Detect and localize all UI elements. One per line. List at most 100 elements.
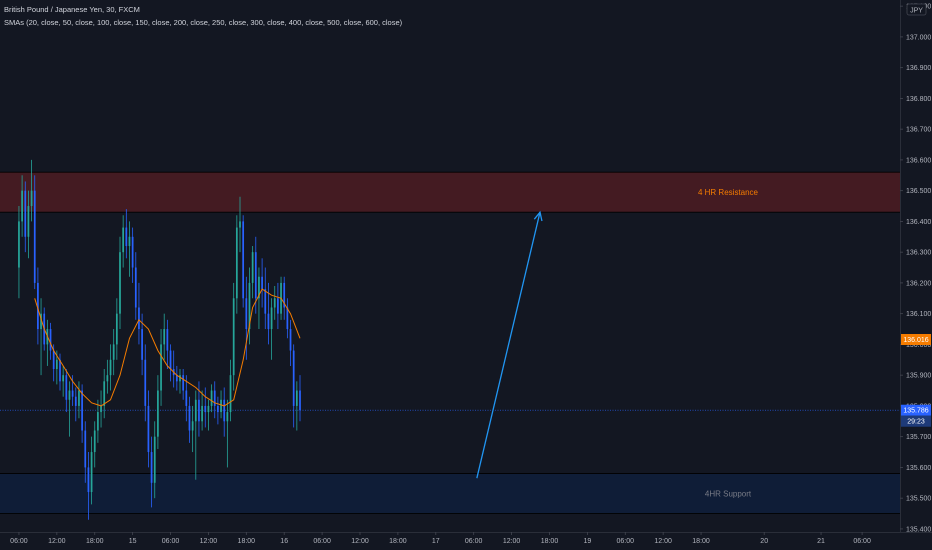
time-tick-label: 06:00 bbox=[616, 538, 634, 545]
candle-body bbox=[33, 190, 36, 283]
candle bbox=[248, 267, 251, 345]
time-tick-label: 16 bbox=[280, 538, 288, 545]
sma-legend[interactable]: SMAs (20, close, 50, close, 100, close, … bbox=[4, 18, 403, 27]
time-tick-label: 21 bbox=[817, 538, 825, 545]
candle bbox=[68, 381, 71, 437]
candle bbox=[277, 282, 279, 330]
candle-body bbox=[245, 298, 248, 330]
candle-body bbox=[194, 399, 197, 422]
candle bbox=[141, 313, 143, 376]
candle bbox=[33, 175, 36, 290]
candle bbox=[59, 353, 61, 391]
candle-body bbox=[18, 221, 20, 268]
candle bbox=[122, 215, 125, 268]
candle bbox=[97, 399, 99, 443]
price-tick-label: 135.400 bbox=[906, 526, 931, 533]
candle bbox=[93, 421, 96, 468]
candle bbox=[242, 215, 245, 308]
arrow-layer[interactable] bbox=[476, 210, 543, 479]
candle-body bbox=[295, 390, 298, 406]
time-tick-label: 12:00 bbox=[200, 538, 218, 545]
current-price-badge-label: 135.786 bbox=[903, 408, 928, 415]
price-tick-label: 136.800 bbox=[906, 96, 931, 103]
candle-body bbox=[122, 227, 125, 253]
candle-body bbox=[150, 452, 153, 483]
time-tick-label: 06:00 bbox=[10, 538, 28, 545]
candle bbox=[71, 375, 74, 406]
candle-body bbox=[179, 375, 181, 382]
time-tick-label: 20 bbox=[760, 538, 768, 545]
candle bbox=[182, 369, 185, 400]
price-tick-label: 136.600 bbox=[906, 157, 931, 164]
support-zone[interactable] bbox=[0, 473, 900, 514]
candle-body bbox=[59, 359, 61, 382]
candle-body bbox=[229, 375, 232, 413]
candle-body bbox=[68, 390, 71, 400]
currency-badge[interactable]: JPY bbox=[906, 3, 927, 16]
candle bbox=[131, 227, 134, 283]
candle-body bbox=[112, 344, 115, 360]
candle bbox=[90, 436, 93, 505]
time-tick-label: 18:00 bbox=[86, 538, 104, 545]
candle bbox=[134, 252, 137, 320]
candle bbox=[251, 246, 254, 299]
candle-body bbox=[258, 276, 260, 299]
candle bbox=[109, 344, 112, 391]
candle bbox=[103, 369, 106, 419]
candle-body bbox=[30, 190, 33, 207]
sma-price-badge-label: 136.016 bbox=[903, 337, 928, 344]
candle-body bbox=[81, 390, 83, 431]
candle bbox=[100, 390, 102, 428]
candle-body bbox=[24, 190, 27, 237]
candle-body bbox=[157, 390, 159, 437]
candle-body bbox=[261, 276, 263, 290]
resistance-zone[interactable] bbox=[0, 172, 900, 213]
candle-body bbox=[235, 227, 238, 299]
price-tick-label: 137.000 bbox=[906, 34, 931, 41]
candle bbox=[245, 276, 248, 360]
candle-body bbox=[232, 298, 235, 376]
price-tick-label: 136.200 bbox=[906, 280, 931, 287]
candle-body bbox=[267, 313, 270, 330]
candle bbox=[147, 390, 150, 468]
sma-price-badge-box bbox=[901, 333, 931, 345]
support-zone-label: 4HR Support bbox=[705, 490, 752, 499]
candle bbox=[232, 282, 235, 391]
time-tick-label: 06:00 bbox=[853, 538, 871, 545]
candle-body bbox=[55, 359, 58, 370]
candle-body bbox=[163, 329, 166, 345]
candle-body bbox=[182, 375, 185, 391]
time-tick-label: 19 bbox=[583, 538, 591, 545]
candle bbox=[24, 181, 27, 253]
candle bbox=[78, 381, 80, 419]
current-price-badge-box bbox=[901, 404, 931, 416]
candle bbox=[213, 381, 216, 419]
time-tick-label: 12:00 bbox=[503, 538, 521, 545]
candle-body bbox=[239, 221, 241, 228]
trend-arrow-shaft[interactable] bbox=[476, 212, 541, 479]
time-tick-label: 12:00 bbox=[351, 538, 369, 545]
candle bbox=[112, 329, 115, 376]
candle-body bbox=[166, 329, 169, 351]
price-badges: 136.016 135.786 29:23 bbox=[901, 333, 931, 427]
candle-body bbox=[71, 390, 74, 397]
candle bbox=[299, 375, 301, 422]
sma-layer bbox=[34, 288, 301, 407]
candle-body bbox=[21, 190, 23, 222]
trend-arrow-head[interactable] bbox=[533, 210, 543, 222]
time-tick-label: 18:00 bbox=[389, 538, 407, 545]
candle-body bbox=[115, 313, 118, 345]
candle bbox=[157, 375, 159, 449]
candle bbox=[74, 387, 77, 422]
symbol-title[interactable]: British Pound / Japanese Yen, 30, FXCM bbox=[4, 5, 140, 14]
candle-body bbox=[40, 313, 42, 330]
candle bbox=[261, 258, 263, 308]
candle-body bbox=[134, 267, 137, 308]
candle-body bbox=[223, 399, 226, 422]
time-tick-label: 06:00 bbox=[465, 538, 483, 545]
candle-body bbox=[65, 375, 68, 400]
time-axis[interactable]: 06:00 12:00 18:00 15 06:00 12:00 18:00 16 06:00 1… bbox=[10, 532, 871, 545]
